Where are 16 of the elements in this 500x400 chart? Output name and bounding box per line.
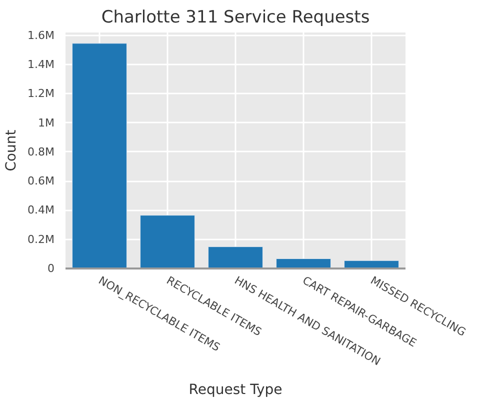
y-axis-title: Count <box>4 129 20 172</box>
bar <box>276 258 331 268</box>
bar <box>72 43 127 268</box>
y-tick-label: 0.6M <box>28 174 54 188</box>
y-tick-label: 0.2M <box>28 232 54 246</box>
y-tick-label: 1.4M <box>28 58 54 72</box>
chart-title: Charlotte 311 Service Requests <box>101 8 370 28</box>
y-tick-label: 1M <box>38 116 55 130</box>
y-tick-label: 0.8M <box>28 145 54 158</box>
x-axis-title: Request Type <box>188 382 282 398</box>
bar <box>140 215 195 268</box>
bar <box>208 246 263 268</box>
y-tick-label: 1.6M <box>28 28 54 42</box>
y-tick-label: 0 <box>48 262 54 275</box>
y-tick-label: 1.2M <box>28 87 54 100</box>
y-tick-label: 0.4M <box>28 204 54 217</box>
